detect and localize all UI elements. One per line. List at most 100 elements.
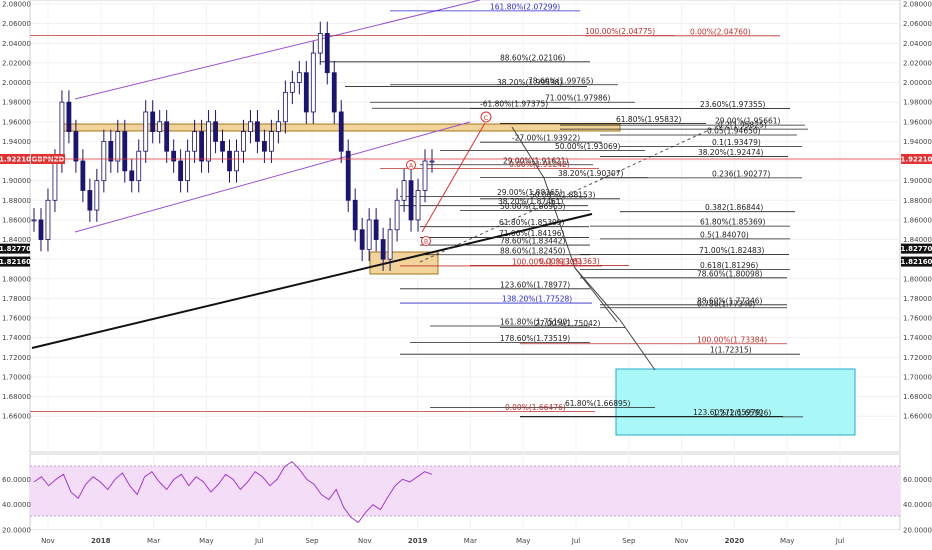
fib-label: -27.00%(1.93922) <box>512 134 580 143</box>
fib-label: 0.236(1.90277) <box>712 169 770 178</box>
y-tick-label: 1.72000 <box>2 354 31 362</box>
y-tick-label: 1.96000 <box>903 118 932 126</box>
y-tick-label: 1.76000 <box>2 315 31 323</box>
candle-body <box>115 131 121 162</box>
y-tick-label: 1.70000 <box>903 373 932 381</box>
price-tag-text: 1.82160 <box>901 258 932 266</box>
projection-dashed-line[interactable] <box>419 124 721 263</box>
rsi-tick-label: 60.0000 <box>2 476 31 484</box>
rsi-band <box>30 466 900 516</box>
candle-body <box>373 219 379 240</box>
trend-line[interactable] <box>31 213 593 349</box>
price-tag-bg <box>901 153 932 164</box>
svg-text:B: B <box>424 239 428 246</box>
y-tick-label: 1.66000 <box>2 413 31 421</box>
rsi-tick-label: 60.0000 <box>903 476 932 484</box>
candle-body <box>387 229 393 260</box>
channel-lower-line[interactable] <box>74 121 471 233</box>
price-series <box>31 21 435 271</box>
candle-body <box>59 101 65 162</box>
y-tick-label: 2.04000 <box>2 40 31 48</box>
candle-body <box>296 72 302 83</box>
y-tick-label: 2.06000 <box>2 20 31 28</box>
fib-label: 61.80%(1.85369) <box>700 218 766 227</box>
y-tick-label: 2.06000 <box>903 20 932 28</box>
price-tag-bg <box>0 243 30 254</box>
price-axis-right[interactable]: 2.08000 2.06000 2.04000 2.02000 2.00000 1.980… <box>903 1 932 421</box>
y-tick-label: 1.88000 <box>2 197 31 205</box>
time-axis-labels: Nov 2018 Mar May Jul Sep Nov 2019 Mar May Jul Sep No… <box>41 537 844 545</box>
candle-body <box>401 180 407 201</box>
candle-body <box>101 141 107 182</box>
y-tick-label: 1.72000 <box>903 354 932 362</box>
fib-label: 123.60%(1.65979) <box>693 408 763 417</box>
y-tick-label: 1.90000 <box>2 177 31 185</box>
fib-label: 61.80%(1.85309) <box>499 218 565 227</box>
y-tick-label: 2.00000 <box>2 79 31 87</box>
y-tick-label: 2.02000 <box>903 59 932 67</box>
y-tick-label: 1.80000 <box>2 275 31 283</box>
candle-body <box>262 141 267 152</box>
y-tick-label: 1.78000 <box>903 295 932 303</box>
candle-body <box>150 111 156 132</box>
price-tag-bg <box>0 153 30 164</box>
x-tick-label: Jul <box>571 537 581 545</box>
wave-label-c: C <box>480 111 492 123</box>
fib-label: 100.00%(2.04775) <box>585 27 655 36</box>
candle-body <box>415 190 421 221</box>
fib-label: 71.00%(1.97986) <box>545 94 611 103</box>
x-tick-label: Mar <box>464 537 477 545</box>
wave-label-a: A <box>406 160 416 170</box>
price-tag-text: 1.82770 <box>901 245 932 253</box>
y-tick-label: 2.04000 <box>903 40 932 48</box>
price-axis-left[interactable]: 2.08000 2.06000 2.04000 2.02000 2.00000 1.980… <box>2 1 31 421</box>
candle-body <box>422 160 428 191</box>
y-tick-label: 1.74000 <box>903 334 932 342</box>
candle-body <box>178 160 184 182</box>
x-tick-label: 2018 <box>91 537 111 545</box>
y-tick-label: 1.74000 <box>2 334 31 342</box>
candle-body <box>136 150 142 182</box>
candle-body <box>94 180 100 211</box>
fib-label: 0.00%(1.91242) <box>509 160 570 169</box>
x-tick-label: Sep <box>305 537 319 545</box>
time-axis[interactable] <box>30 530 900 550</box>
fib-label: -61.80%(1.97375) <box>480 100 548 109</box>
x-tick-label: Jul <box>835 537 845 545</box>
candle-body <box>122 131 128 172</box>
channel-upper-line[interactable] <box>74 0 481 100</box>
x-tick-label: May <box>516 537 530 545</box>
y-tick-label: 1.70000 <box>2 373 31 381</box>
candle-body <box>129 170 135 182</box>
y-tick-label: 1.94000 <box>903 138 932 146</box>
candle-body <box>269 131 274 152</box>
candle-body <box>227 150 232 172</box>
y-tick-label: 1.98000 <box>903 99 932 107</box>
x-tick-label: Sep <box>622 537 636 545</box>
candle-body <box>282 91 288 123</box>
y-tick-label: 2.08000 <box>2 1 31 9</box>
fib-label: 71.00%(1.82483) <box>699 246 765 255</box>
fib-label: 50.00%(1.88153) <box>530 190 596 199</box>
price-tag-text: GBPNZD <box>32 155 65 163</box>
wave-label-b: B <box>421 236 431 246</box>
fib-label: 88.60%(1.82450) <box>500 246 566 255</box>
fib-label: 61.80%(1.95832) <box>616 115 682 124</box>
candle-body <box>255 121 260 142</box>
x-tick-label: Jul <box>254 537 264 545</box>
svg-text:A: A <box>409 163 414 170</box>
candle-body <box>108 141 114 162</box>
candle-body <box>310 52 316 113</box>
fib-label: 23.60%(1.97355) <box>700 100 766 109</box>
target-box <box>615 368 856 436</box>
candle-body <box>303 72 309 113</box>
price-tag-text: 1.82770 <box>0 245 31 253</box>
candle-body <box>199 131 204 162</box>
y-tick-label: 1.84000 <box>2 236 31 244</box>
fib-label: 38.20%(1.92474) <box>698 148 764 157</box>
candle-body <box>241 131 246 152</box>
fib-label: 29.00%(1.91621) <box>503 156 569 165</box>
y-tick-label: 1.86000 <box>903 216 932 224</box>
fib-label: 38.20%(1.90307) <box>558 169 624 178</box>
